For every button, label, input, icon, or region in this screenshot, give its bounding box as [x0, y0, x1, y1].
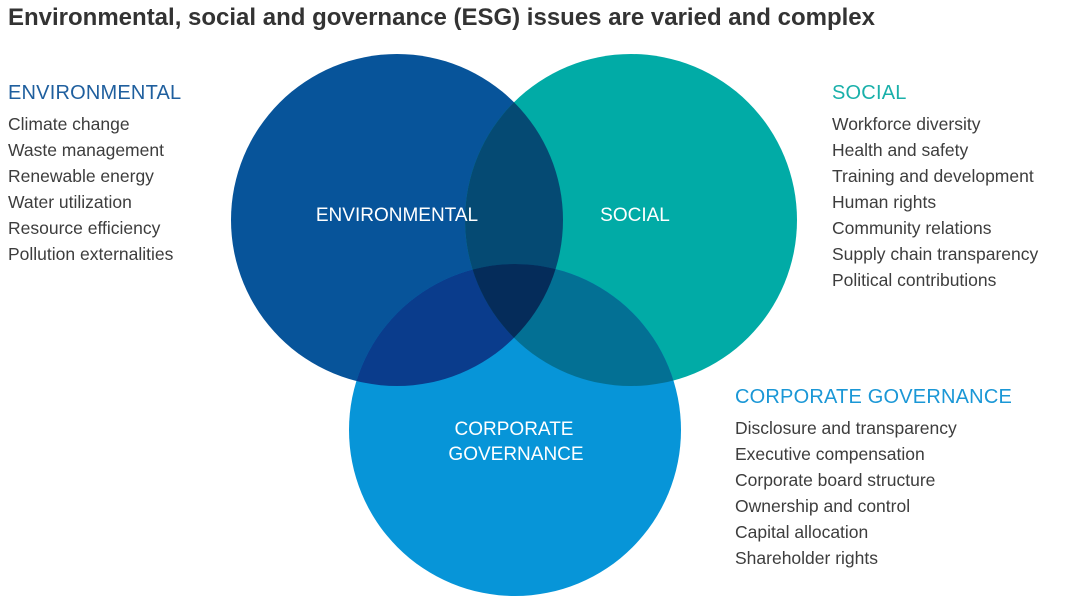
list-item: Capital allocation [735, 522, 869, 542]
list-item: Corporate board structure [735, 470, 936, 490]
list-item: Water utilization [8, 192, 132, 212]
list-item: Workforce diversity [832, 114, 981, 134]
list-item: Community relations [832, 218, 992, 238]
circle-label-governance-line1: CORPORATE [455, 419, 574, 440]
list-item: Shareholder rights [735, 548, 878, 568]
list-item: Health and safety [832, 140, 969, 160]
panel-heading-environmental: ENVIRONMENTAL [8, 82, 182, 104]
panel-heading-governance: CORPORATE GOVERNANCE [735, 386, 1012, 408]
panel-heading-social: SOCIAL [832, 82, 907, 104]
list-item: Climate change [8, 114, 130, 134]
list-item: Resource efficiency [8, 218, 161, 238]
page-title: Environmental, social and governance (ES… [8, 4, 875, 31]
overlap-environmental-governance [349, 264, 563, 386]
environmental-issues-list: Climate change Waste management Renewabl… [8, 111, 181, 267]
list-item: Training and development [832, 166, 1034, 186]
list-item: Disclosure and transparency [735, 418, 957, 438]
list-item: Human rights [832, 192, 937, 212]
overlap-social-governance [465, 264, 681, 386]
panel-social: SOCIAL Workforce diversity Health and sa… [832, 82, 1038, 293]
list-item: Renewable energy [8, 166, 154, 186]
governance-issues-list: Disclosure and transparency Executive co… [735, 415, 1012, 571]
list-item: Supply chain transparency [832, 244, 1039, 264]
circle-label-social: SOCIAL [600, 205, 670, 226]
list-item: Political contributions [832, 270, 997, 290]
circle-label-environmental: ENVIRONMENTAL [316, 205, 478, 226]
circle-label-governance-line2: GOVERNANCE [448, 444, 583, 465]
social-issues-list: Workforce diversity Health and safety Tr… [832, 111, 1038, 293]
list-item: Pollution externalities [8, 244, 174, 264]
list-item: Waste management [8, 140, 164, 160]
list-item: Ownership and control [735, 496, 911, 516]
panel-environmental: ENVIRONMENTAL Climate change Waste manag… [8, 82, 181, 267]
panel-governance: CORPORATE GOVERNANCE Disclosure and tran… [735, 386, 1012, 571]
list-item: Executive compensation [735, 444, 925, 464]
